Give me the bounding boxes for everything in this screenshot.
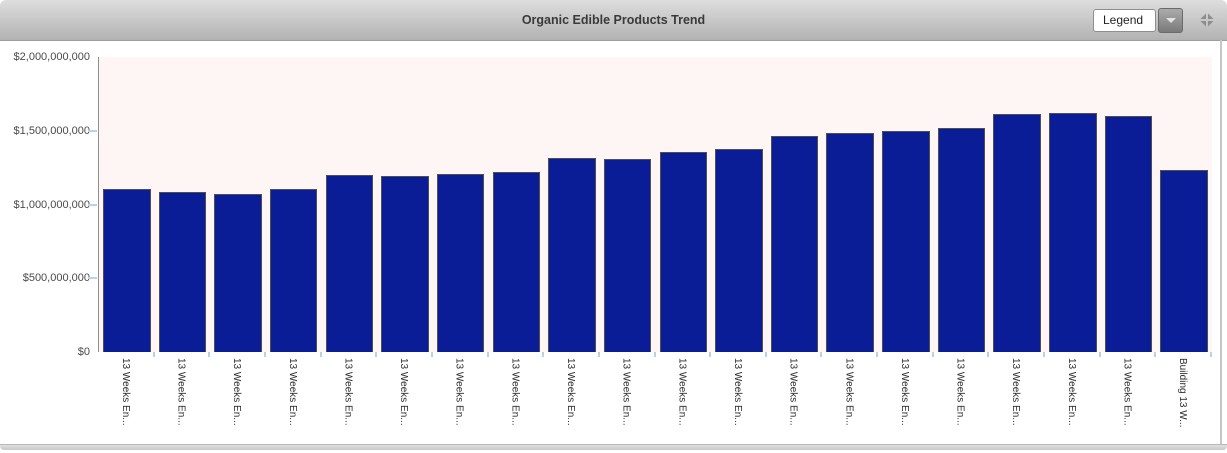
legend-dropdown-value[interactable]: Legend: [1093, 8, 1156, 32]
x-axis-tick: [597, 352, 600, 357]
bar[interactable]: [1104, 115, 1153, 352]
x-axis-label: 13 Weeks En...: [119, 358, 131, 426]
x-axis-tick: [1043, 352, 1046, 357]
legend-dropdown-button[interactable]: [1158, 7, 1183, 33]
x-axis-tick: [931, 352, 934, 357]
y-axis-label: $1,000,000,000: [13, 198, 90, 211]
x-axis-tick: [876, 352, 879, 357]
x-axis-tick: [430, 352, 433, 357]
bar[interactable]: [659, 151, 707, 352]
x-axis-label: 13 Weeks En...: [286, 358, 298, 426]
x-axis-label: 13 Weeks En...: [398, 358, 410, 426]
x-axis-tick: [486, 352, 489, 357]
chart-region: $2,000,000,000 $1,500,000,000 $1,000,000,0…: [0, 41, 1227, 453]
bar[interactable]: [103, 188, 151, 352]
y-axis-tick: [88, 203, 97, 206]
x-axis-tick: [709, 352, 712, 357]
widget-right-border: [1220, 40, 1222, 444]
x-axis-label: 13 Weeks En...: [1065, 358, 1077, 426]
x-axis-tick: [542, 352, 545, 357]
x-axis-tick: [319, 352, 322, 357]
bar[interactable]: [436, 174, 485, 352]
bar[interactable]: [1160, 169, 1208, 352]
y-axis-label: $1,500,000,000: [13, 124, 90, 137]
bar[interactable]: [603, 158, 652, 352]
y-axis-tick: [88, 277, 97, 280]
x-axis-tick: [987, 352, 990, 357]
y-axis-label: $0: [77, 346, 90, 358]
bar[interactable]: [715, 148, 763, 352]
collapse-arrows-icon[interactable]: [1197, 10, 1217, 30]
bar[interactable]: [548, 157, 596, 352]
bar[interactable]: [214, 193, 262, 352]
bar[interactable]: [770, 135, 819, 352]
bar[interactable]: [269, 188, 318, 352]
bar[interactable]: [1049, 112, 1097, 352]
x-axis-label: 13 Weeks En...: [954, 358, 966, 426]
x-axis-tick: [653, 352, 656, 357]
x-axis-label: 13 Weeks En...: [731, 358, 743, 426]
x-axis-label: 13 Weeks En...: [175, 358, 187, 426]
bar[interactable]: [993, 114, 1041, 352]
chart-header: Organic Edible Products Trend Legend: [0, 0, 1227, 41]
x-axis-tick: [152, 352, 155, 357]
x-axis-label: 13 Weeks En...: [1121, 358, 1133, 426]
x-axis-label: 13 Weeks En...: [453, 358, 465, 426]
chart-title: Organic Edible Products Trend: [521, 13, 706, 27]
x-axis-label: 13 Weeks En...: [787, 358, 799, 426]
y-axis-label: $500,000,000: [22, 272, 90, 285]
x-axis-label: 13 Weeks En...: [843, 358, 855, 426]
x-axis-tick: [1098, 352, 1101, 357]
chevron-down-icon: [1165, 17, 1176, 23]
widget-bottom-bar: [0, 444, 1227, 450]
x-axis-label: 13 Weeks En...: [231, 358, 243, 426]
legend-dropdown[interactable]: Legend: [1093, 7, 1183, 33]
y-axis-tick: [88, 129, 97, 132]
x-axis-tick: [208, 352, 211, 357]
x-axis-tick: [1210, 352, 1212, 357]
x-axis-label: 13 Weeks En...: [565, 358, 577, 426]
bar[interactable]: [492, 171, 541, 352]
x-axis-label: 13 Weeks En...: [676, 358, 688, 426]
x-axis-label: 13 Weeks En...: [342, 358, 354, 426]
bar[interactable]: [882, 130, 930, 352]
x-axis-label: 13 Weeks En...: [620, 358, 632, 426]
x-axis-tick: [375, 352, 378, 357]
bar[interactable]: [325, 175, 374, 352]
x-axis-tick: [764, 352, 767, 357]
bar[interactable]: [158, 192, 207, 352]
x-axis-label: 13 Weeks En...: [898, 358, 910, 426]
x-axis-label: 13 Weeks En...: [1010, 358, 1022, 426]
x-axis-tick: [820, 352, 823, 357]
x-axis-tick: [1154, 352, 1157, 357]
x-axis-tick: [263, 352, 266, 357]
y-axis-label: $2,000,000,000: [13, 51, 90, 63]
bar[interactable]: [937, 128, 986, 352]
header-controls: Legend: [1093, 0, 1217, 40]
bar[interactable]: [381, 176, 429, 352]
collapse-arrows-glyph: [1200, 13, 1214, 27]
x-axis-label: 13 Weeks En...: [509, 358, 521, 426]
plot-area: [98, 57, 1212, 352]
x-axis-label: Building 13 W...: [1177, 358, 1189, 428]
bar[interactable]: [826, 132, 874, 352]
